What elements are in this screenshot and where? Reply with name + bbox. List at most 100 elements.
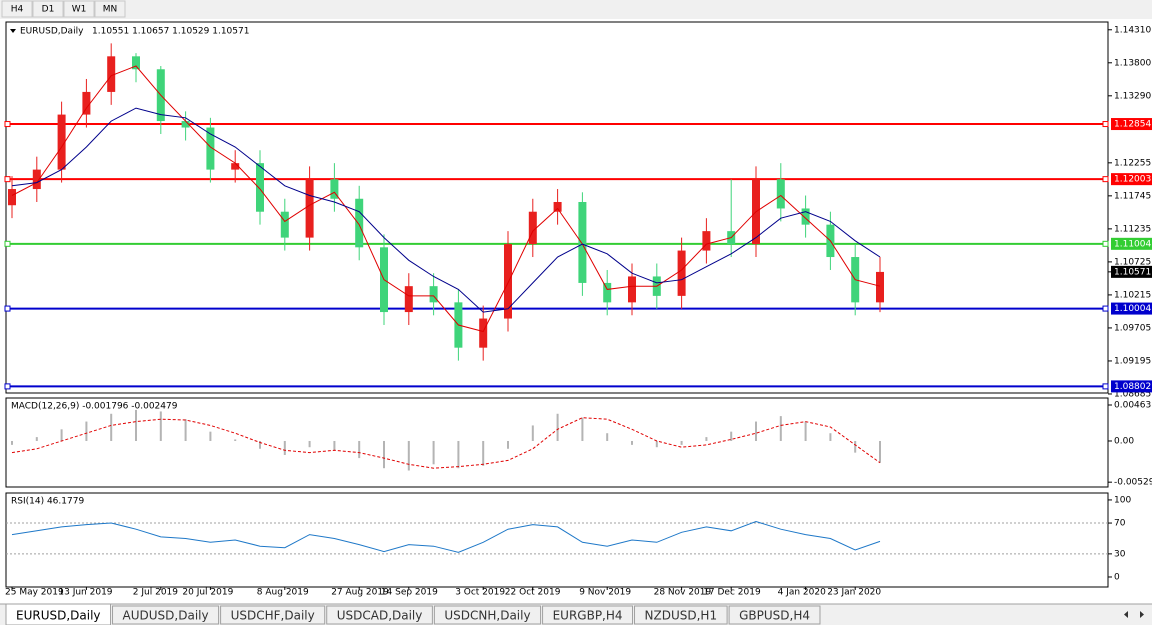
x-tick-label: 4 Jan 2020 <box>778 588 826 598</box>
timeframe-button[interactable] <box>63 0 95 18</box>
line-handle[interactable] <box>1102 383 1109 390</box>
macd-pane <box>5 397 1109 488</box>
y-tick-label: 0 <box>1114 572 1120 582</box>
price-label-box <box>1111 237 1152 250</box>
timeframe-button[interactable] <box>1 0 33 18</box>
line-handle[interactable] <box>4 305 11 312</box>
x-tick-label: 25 May 2019 <box>5 588 64 598</box>
macd-bar <box>482 440 485 466</box>
x-tick-label: 27 Aug 2019 <box>331 588 389 598</box>
tab-label[interactable]: NZDUSD,H1 <box>645 609 718 623</box>
y-tick-label: 1.13800 <box>1114 58 1151 68</box>
x-tick-label: 9 Nov 2019 <box>579 588 631 598</box>
tab[interactable] <box>326 605 433 625</box>
macd-bar <box>11 440 13 445</box>
macd-bar <box>159 411 162 441</box>
price-label-box <box>1111 118 1152 131</box>
line-handle[interactable] <box>4 240 11 247</box>
x-tick-label: 13 Jun 2019 <box>58 588 112 598</box>
active-tab[interactable] <box>5 603 112 625</box>
y-tick-label: 1.10215 <box>1114 290 1151 300</box>
candle-body <box>801 208 810 225</box>
tab[interactable] <box>634 605 728 625</box>
macd-bar <box>606 433 609 441</box>
line-handle[interactable] <box>1102 305 1109 312</box>
tab[interactable] <box>542 605 634 625</box>
macd-bar <box>655 440 658 448</box>
macd-bar <box>308 440 311 448</box>
line-handle[interactable] <box>4 383 11 390</box>
macd-bar <box>705 437 708 441</box>
macd-bar <box>556 413 559 441</box>
macd-bar <box>85 421 88 441</box>
tab[interactable] <box>112 605 220 625</box>
tab-label[interactable]: EURGBP,H4 <box>553 609 623 623</box>
price-label: 1.11004 <box>1114 239 1151 249</box>
candle-body <box>355 198 364 248</box>
price-label: 1.10004 <box>1114 304 1151 314</box>
candle-body <box>628 276 636 303</box>
price-label-box <box>1111 173 1152 186</box>
tab[interactable] <box>728 605 821 625</box>
current-price-label: 1.10571 <box>1114 267 1151 277</box>
candle-body <box>206 127 215 170</box>
x-tick-label: 23 Jan 2020 <box>827 588 881 598</box>
tab[interactable] <box>220 605 326 625</box>
line-handle[interactable] <box>4 121 11 128</box>
line-handle[interactable] <box>4 176 11 183</box>
macd-bar <box>60 429 63 441</box>
y-tick-label: 1.10725 <box>1114 257 1151 267</box>
x-tick-label: 2 Jul 2019 <box>133 588 178 598</box>
price-label-box <box>1111 380 1152 393</box>
candle-body <box>479 318 488 348</box>
line-handle[interactable] <box>1102 176 1109 183</box>
candle-body <box>57 114 66 170</box>
tab[interactable] <box>433 605 542 625</box>
macd-bar <box>135 409 137 441</box>
tab-label[interactable]: USDCHF,Daily <box>231 609 315 623</box>
timeframe-label: H4 <box>11 5 24 15</box>
macd-bar <box>507 440 509 449</box>
macd-bar <box>854 440 857 453</box>
moving-average <box>11 107 881 313</box>
line-handle[interactable] <box>1102 121 1109 128</box>
macd-signal <box>11 417 881 469</box>
toolbar <box>0 0 1152 19</box>
current-price-box <box>1111 265 1152 278</box>
macd-bar <box>358 440 361 459</box>
candle-body <box>132 56 140 70</box>
candle-body <box>876 271 884 303</box>
line-handle[interactable] <box>1102 240 1109 247</box>
macd-bar <box>283 440 286 455</box>
candle-body <box>231 163 240 170</box>
tab-label[interactable]: USDCNH,Daily <box>444 609 530 623</box>
indicator-title: RSI(14) 46.1779 <box>11 497 84 507</box>
y-tick-label: 1.11745 <box>1114 191 1151 201</box>
rsi-pane <box>5 492 1109 588</box>
price-label: 1.08802 <box>1114 382 1151 392</box>
x-tick-label: 14 Sep 2019 <box>381 588 438 598</box>
macd-bar <box>879 440 881 463</box>
candle-body <box>677 250 686 296</box>
timeframe-button[interactable] <box>32 0 64 18</box>
tab-label[interactable]: USDCAD,Daily <box>337 609 423 623</box>
price-label: 1.12854 <box>1114 120 1151 130</box>
tab-label[interactable]: GBPUSD,H4 <box>739 609 810 623</box>
candle-body <box>776 179 785 209</box>
macd-bar <box>407 440 410 471</box>
tab-label[interactable]: AUDUSD,Daily <box>123 609 209 623</box>
candle-body <box>578 201 587 283</box>
tab-label[interactable]: EURUSD,Daily <box>16 609 101 623</box>
collapse-icon[interactable] <box>10 29 16 33</box>
tab-scroll-arrows[interactable] <box>1124 611 1144 618</box>
candle-body <box>404 286 413 313</box>
y-tick-label: 1.13290 <box>1114 91 1151 101</box>
y-tick-label: 70 <box>1114 519 1126 529</box>
macd-bar <box>184 419 187 441</box>
chart-title: EURUSD,Daily <box>20 27 84 37</box>
macd-bar <box>234 439 237 441</box>
ohlc-label: 1.10551 1.10657 1.10529 1.10571 <box>92 27 249 37</box>
macd-bar <box>432 440 435 465</box>
macd-bar <box>110 413 113 441</box>
timeframe-button[interactable] <box>94 0 126 18</box>
